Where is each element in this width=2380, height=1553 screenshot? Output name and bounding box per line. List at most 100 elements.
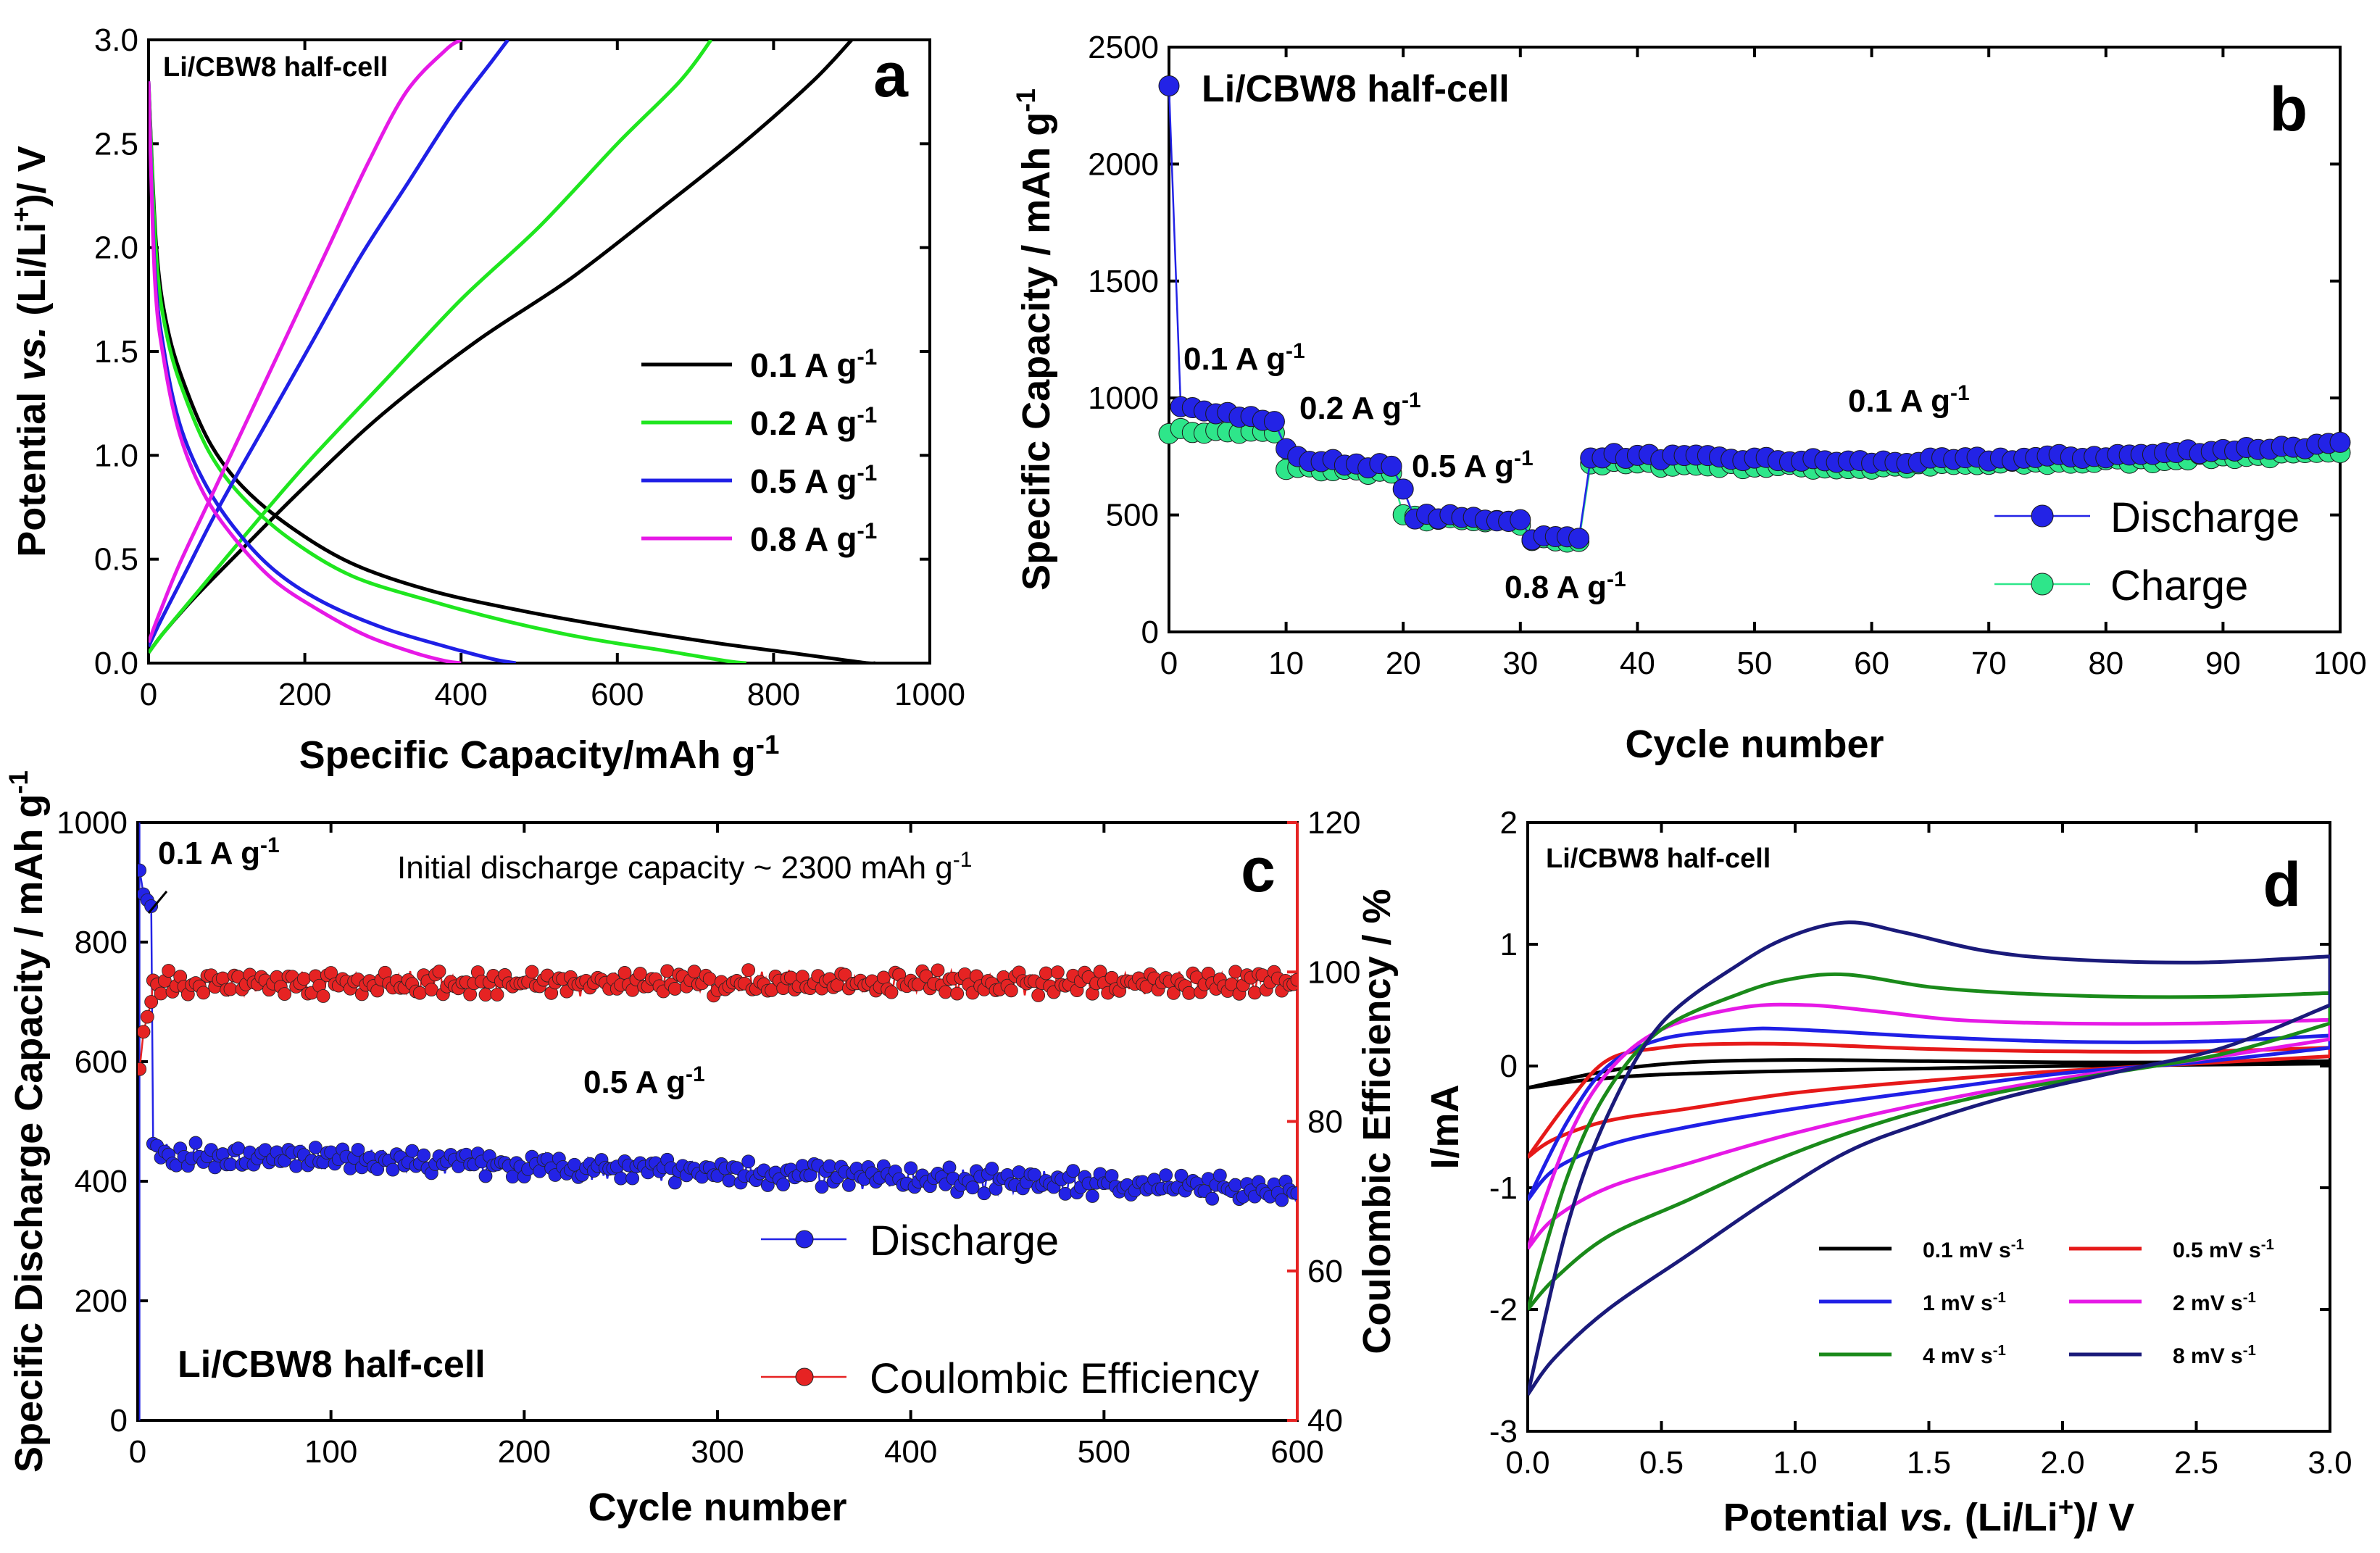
discharge-curve-08Ag1 xyxy=(149,81,462,663)
charge-curve-02Ag1 xyxy=(149,40,713,654)
panel-label: b xyxy=(2269,75,2308,144)
discharge-curve-05Ag1 xyxy=(149,81,517,663)
data-point xyxy=(1205,1191,1220,1206)
legend-label: 0.5 A g-1 xyxy=(750,460,877,501)
y-axis-label: Specific Capacity / mAh g-1 xyxy=(1011,88,1059,591)
data-point xyxy=(289,1159,304,1173)
panel-d: 0.0 0.5 1.0 1.5 2.0 2.5 3.0 -3 -2 -1 0 1 2 Li/CBW8 ha… xyxy=(1423,805,2352,1539)
y-tick-label: 0 xyxy=(110,1403,128,1438)
data-point xyxy=(1381,455,1402,477)
data-point xyxy=(296,972,311,986)
y-tick-label: 0 xyxy=(1141,615,1159,650)
rate-annotation: 0.5 A g-1 xyxy=(1412,446,1534,485)
panel-c: 0 100 200 300 400 500 600 0 200 400 600 800 1000 40 60… xyxy=(4,770,1399,1529)
data-point xyxy=(370,1162,385,1176)
x-tick-label: 600 xyxy=(591,677,644,712)
data-point xyxy=(533,1164,547,1178)
data-point xyxy=(144,995,159,1009)
x-tick-label: 800 xyxy=(747,677,800,712)
legend-label: Discharge xyxy=(870,1217,1059,1265)
y-tick-label: 500 xyxy=(1106,498,1159,533)
x-tick-label: 80 xyxy=(2088,646,2123,681)
rate-annotation: 0.1 A g-1 xyxy=(1848,381,1970,420)
data-point xyxy=(1275,1193,1289,1207)
legend-label: 1 mV s-1 xyxy=(1923,1290,2006,1315)
data-point xyxy=(1290,1186,1297,1201)
legend-label: 0.8 A g-1 xyxy=(750,518,877,559)
data-point xyxy=(1158,75,1180,96)
x-tick-label: 1.0 xyxy=(1773,1445,1817,1481)
data-point xyxy=(702,972,717,986)
data-point xyxy=(1031,988,1046,1002)
data-point xyxy=(965,1181,980,1195)
x-tick-label: 50 xyxy=(1737,646,1773,681)
data-point xyxy=(2329,431,2351,453)
y-tick-label: 0.5 xyxy=(94,542,138,578)
legend-label: 0.1 mV s-1 xyxy=(1923,1237,2024,1262)
data-point xyxy=(162,964,176,978)
y2-tick-label: 80 xyxy=(1307,1104,1343,1140)
data-point xyxy=(1174,1168,1189,1183)
y-tick-label: 800 xyxy=(75,925,128,960)
legend-label: 4 mV s-1 xyxy=(1923,1343,2006,1368)
data-point xyxy=(876,970,891,985)
data-point xyxy=(687,965,702,979)
data-point xyxy=(625,1171,640,1186)
series-coulombic-efficiency xyxy=(138,963,1297,1076)
x-tick-label: 0 xyxy=(140,677,157,712)
rate-annotation: 0.8 A g-1 xyxy=(1505,567,1626,606)
data-point xyxy=(815,1180,829,1194)
data-point xyxy=(841,1178,856,1192)
discharge-curve-02Ag1 xyxy=(149,81,746,663)
charge-curve-08Ag1 xyxy=(149,40,462,644)
rate-annotation: 0.5 A g-1 xyxy=(583,1062,705,1101)
y-tick-label: 2 xyxy=(1500,805,1518,841)
legend-label: 2 mV s-1 xyxy=(2173,1290,2256,1315)
data-point xyxy=(386,1162,400,1177)
legend-marker xyxy=(795,1367,814,1386)
x-tick-label: 0 xyxy=(1160,646,1178,681)
data-point xyxy=(977,1186,991,1201)
data-point xyxy=(667,1175,682,1190)
cv-curves xyxy=(1528,920,2330,1396)
x-tick-label: 60 xyxy=(1854,646,1889,681)
data-point xyxy=(741,1154,756,1169)
x-tick-label: 40 xyxy=(1620,646,1655,681)
y-tick-label: 1.5 xyxy=(94,334,138,370)
x-tick-label: 90 xyxy=(2205,646,2241,681)
data-point xyxy=(490,988,504,1002)
data-point xyxy=(776,1178,791,1192)
data-point xyxy=(417,1148,431,1162)
y-tick-label: 1000 xyxy=(57,805,128,841)
series-discharge xyxy=(1158,75,2351,551)
x-axis-label: Cycle number xyxy=(588,1486,846,1529)
data-point xyxy=(478,1169,493,1183)
data-point xyxy=(223,1157,238,1172)
x-tick-label: 2.0 xyxy=(2040,1445,2084,1481)
x-tick-label: 500 xyxy=(1078,1434,1131,1470)
x-tick-label: 400 xyxy=(884,1434,937,1470)
data-c xyxy=(138,823,1297,1420)
data-point xyxy=(412,986,427,1000)
data-point xyxy=(838,967,852,982)
panel-label: a xyxy=(873,41,909,110)
legend-label: 0.5 mV s-1 xyxy=(2173,1237,2274,1262)
y-tick-label: 3.0 xyxy=(94,22,138,58)
data-point xyxy=(939,985,953,999)
data-point xyxy=(478,988,493,1002)
legend-label: Discharge xyxy=(2110,494,2300,541)
data-point xyxy=(138,863,147,878)
data-point xyxy=(188,1136,203,1150)
data-point xyxy=(633,967,647,980)
data-point xyxy=(196,986,211,1000)
series-discharge xyxy=(138,863,1297,1207)
data-point xyxy=(823,1159,837,1173)
x-tick-label: 30 xyxy=(1502,646,1538,681)
panel-b: 0 10 20 30 40 50 60 70 80 90 100050010001500200025… xyxy=(1011,30,2367,766)
y-axis-label: I/mA xyxy=(1423,1084,1467,1169)
data-point xyxy=(1247,986,1262,1000)
cv-curve-4mVs1 xyxy=(1528,972,2330,1311)
data-point xyxy=(1039,966,1053,980)
y-tick-label: 600 xyxy=(75,1044,128,1080)
